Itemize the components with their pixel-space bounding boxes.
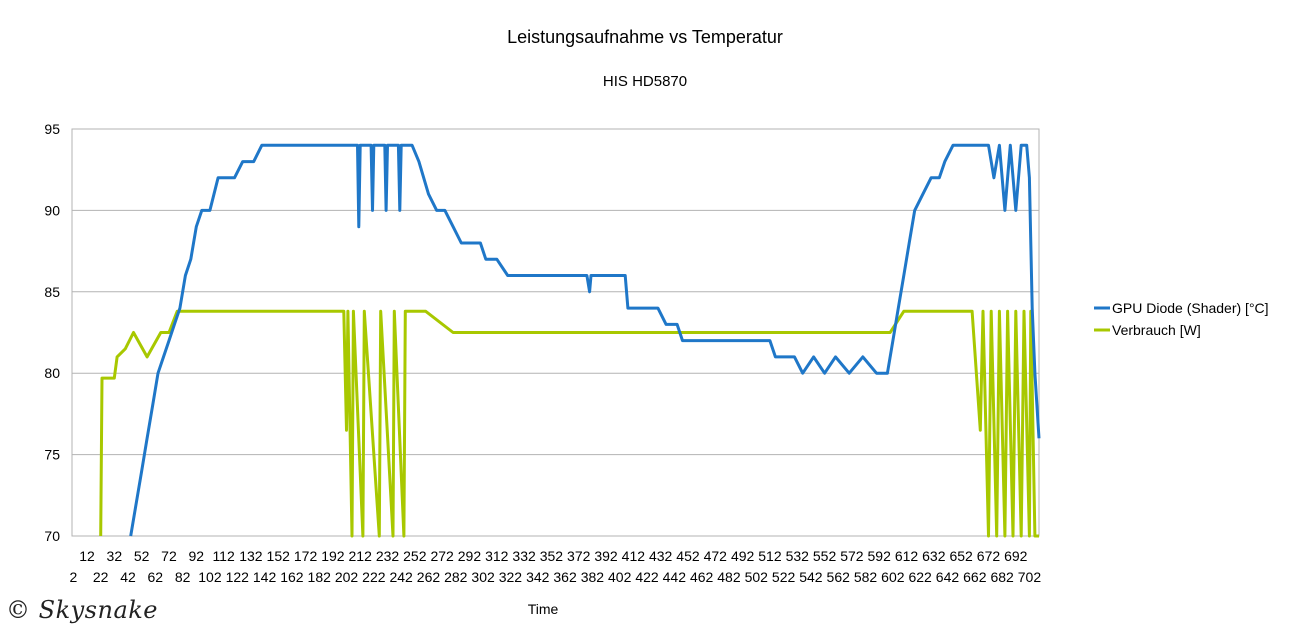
x-tick-label: 352 — [540, 548, 564, 564]
x-tick-label: 102 — [198, 569, 222, 585]
x-tick-label: 282 — [444, 569, 468, 585]
x-tick-label: 532 — [786, 548, 810, 564]
x-tick-label: 92 — [189, 548, 205, 564]
y-tick-label: 90 — [44, 202, 60, 218]
x-tick-label: 652 — [949, 548, 973, 564]
x-tick-label: 562 — [827, 569, 851, 585]
y-tick-label: 95 — [44, 121, 60, 137]
x-tick-label: 672 — [977, 548, 1001, 564]
x-tick-label: 452 — [676, 548, 700, 564]
legend: GPU Diode (Shader) [°C] Verbrauch [W] — [1094, 300, 1269, 338]
x-tick-label: 62 — [148, 569, 164, 585]
x-tick-label: 252 — [403, 548, 427, 564]
chart-subtitle: HIS HD5870 — [603, 73, 687, 90]
x-tick-label: 582 — [854, 569, 878, 585]
x-tick-label: 692 — [1004, 548, 1028, 564]
y-tick-label: 70 — [44, 528, 60, 544]
x-tick-label: 602 — [881, 569, 905, 585]
x-tick-label: 542 — [799, 569, 823, 585]
x-tick-label: 232 — [376, 548, 400, 564]
x-tick-label: 332 — [512, 548, 536, 564]
x-tick-label: 482 — [717, 569, 741, 585]
x-tick-label: 122 — [226, 569, 250, 585]
x-tick-label: 592 — [868, 548, 892, 564]
y-axis-ticks: 70 75 80 85 90 95 — [44, 121, 60, 544]
series-line — [129, 143, 1041, 537]
x-tick-label: 42 — [120, 569, 136, 585]
x-tick-label: 322 — [499, 569, 523, 585]
x-tick-label: 242 — [389, 569, 413, 585]
x-tick-label: 152 — [267, 548, 291, 564]
series-line — [99, 309, 1039, 538]
x-tick-label: 362 — [553, 569, 577, 585]
x-tick-label: 172 — [294, 548, 318, 564]
x-tick-label: 132 — [239, 548, 263, 564]
x-tick-label: 402 — [608, 569, 632, 585]
legend-label: Verbrauch [W] — [1112, 322, 1201, 338]
x-tick-label: 382 — [581, 569, 605, 585]
plot-area-frame — [71, 128, 1040, 537]
x-tick-label: 82 — [175, 569, 191, 585]
x-tick-label: 392 — [594, 548, 618, 564]
x-tick-label: 202 — [335, 569, 359, 585]
x-tick-label: 472 — [704, 548, 728, 564]
x-tick-label: 502 — [745, 569, 769, 585]
x-tick-label: 442 — [663, 569, 687, 585]
x-tick-label: 572 — [840, 548, 864, 564]
x-tick-label: 222 — [362, 569, 386, 585]
x-tick-label: 262 — [417, 569, 441, 585]
x-tick-label: 512 — [758, 548, 782, 564]
x-axis-label: Time — [528, 601, 559, 617]
x-tick-label: 422 — [635, 569, 659, 585]
x-tick-label: 2 — [69, 569, 77, 585]
x-tick-label: 612 — [895, 548, 919, 564]
y-tick-label: 85 — [44, 284, 60, 300]
x-tick-label: 192 — [321, 548, 345, 564]
legend-label: GPU Diode (Shader) [°C] — [1112, 300, 1269, 316]
x-axis-ticks: 12 32 52 72 92 112 132 152 172 192 212 232 252 272 292… — [69, 548, 1041, 585]
x-tick-label: 142 — [253, 569, 277, 585]
x-tick-label: 12 — [79, 548, 95, 564]
x-tick-label: 182 — [308, 569, 332, 585]
x-tick-label: 682 — [990, 569, 1014, 585]
x-tick-label: 642 — [936, 569, 960, 585]
x-tick-label: 32 — [107, 548, 123, 564]
x-tick-label: 22 — [93, 569, 109, 585]
x-tick-label: 292 — [458, 548, 482, 564]
watermark: © Skysnake — [6, 596, 158, 624]
x-tick-label: 412 — [622, 548, 646, 564]
x-tick-label: 342 — [526, 569, 550, 585]
x-tick-label: 72 — [161, 548, 177, 564]
x-tick-label: 702 — [1018, 569, 1042, 585]
series-layer — [99, 143, 1041, 538]
x-tick-label: 52 — [134, 548, 150, 564]
x-tick-label: 312 — [485, 548, 509, 564]
x-tick-label: 462 — [690, 569, 714, 585]
x-tick-label: 662 — [963, 569, 987, 585]
x-tick-label: 552 — [813, 548, 837, 564]
x-tick-label: 622 — [908, 569, 932, 585]
chart-title: Leistungsaufnahme vs Temperatur — [507, 27, 783, 47]
x-tick-label: 162 — [280, 569, 304, 585]
x-tick-label: 492 — [731, 548, 755, 564]
x-tick-label: 432 — [649, 548, 673, 564]
x-tick-label: 372 — [567, 548, 591, 564]
x-tick-label: 522 — [772, 569, 796, 585]
x-tick-label: 212 — [349, 548, 373, 564]
y-tick-label: 75 — [44, 447, 60, 463]
x-tick-label: 272 — [430, 548, 454, 564]
x-tick-label: 632 — [922, 548, 946, 564]
x-tick-label: 302 — [471, 569, 495, 585]
x-tick-label: 112 — [212, 548, 235, 564]
y-tick-label: 80 — [44, 365, 60, 381]
